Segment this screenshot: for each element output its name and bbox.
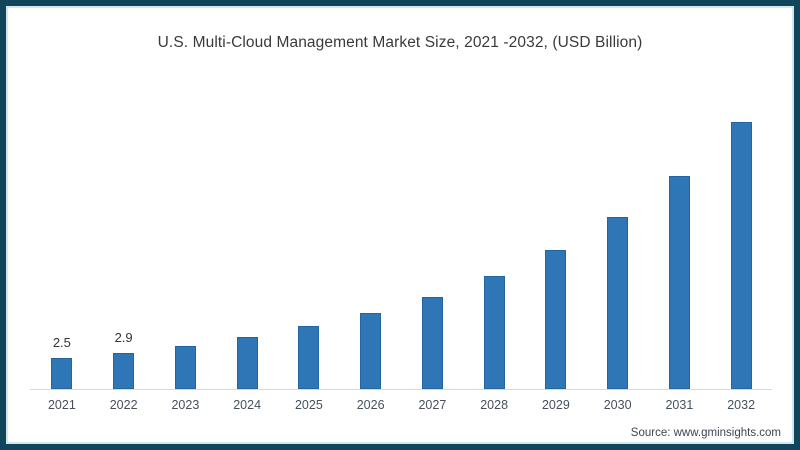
x-axis-line [30,389,772,390]
x-tick-2030: 2030 [603,398,632,412]
bar-slot-2026 [340,290,402,389]
bar-slot-2027 [402,274,464,389]
x-axis-labels: 2021 2022 2023 2024 2025 2026 2027 2028 2029 2030… [31,398,772,412]
x-tick-2028: 2028 [480,398,509,412]
bar-slot-2030 [587,194,649,389]
bar-slot-2031 [649,153,711,389]
bar-slot-2022: 2.9 [93,330,155,389]
bar-2025 [298,325,320,389]
bar-slot-2029 [525,227,587,389]
bar-2031 [668,175,690,389]
source-attribution: Source: www.gminsights.com [630,427,781,439]
bar-2021 [51,358,73,389]
bar-2028 [483,276,505,389]
x-tick-2025: 2025 [294,398,323,412]
x-tick-2026: 2026 [356,398,385,412]
data-label-2022: 2.9 [114,330,133,345]
x-tick-2027: 2027 [418,398,447,412]
bar-slot-2023 [155,323,217,389]
bar-slot-2025 [278,303,340,389]
bar-slot-2021: 2.5 [31,335,93,389]
x-tick-2032: 2032 [727,398,756,412]
bar-2029 [545,250,567,389]
bars-row: 2.5 2.9 [31,6,772,389]
x-tick-2021: 2021 [47,398,76,412]
x-tick-2023: 2023 [171,398,200,412]
bar-2022 [113,353,135,389]
x-tick-2029: 2029 [541,398,570,412]
bar-2024 [236,336,258,389]
x-tick-2024: 2024 [233,398,262,412]
bar-2032 [730,122,752,389]
bar-2030 [607,216,629,389]
x-tick-2022: 2022 [109,398,138,412]
x-tick-2031: 2031 [665,398,694,412]
bar-2027 [421,297,443,389]
bar-2026 [360,313,382,389]
bar-slot-2028 [463,253,525,389]
data-label-2021: 2.5 [52,335,71,350]
chart-title: U.S. Multi-Cloud Management Market Size,… [157,34,643,51]
bar-slot-2032 [710,99,772,389]
bar-2023 [174,345,196,389]
bar-slot-2024 [216,314,278,389]
